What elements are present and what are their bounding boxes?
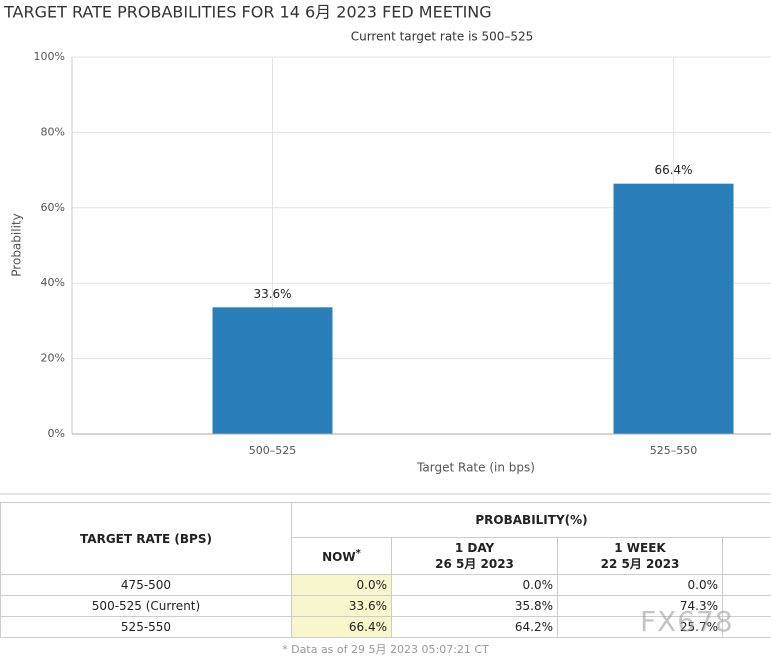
chart-title: TARGET RATE PROBABILITIES FOR 14 6月 2023… bbox=[3, 3, 492, 22]
table-cell: 25.7% bbox=[557, 616, 723, 638]
header-date: 26 5月 2023 bbox=[435, 556, 514, 571]
table-row: 475-500 0.0% 0.0% 0.0% bbox=[0, 574, 771, 596]
x-axis-label: Target Rate (in bps) bbox=[416, 461, 535, 475]
y-tick-label: 40% bbox=[41, 276, 65, 289]
probability-table: TARGET RATE (BPS) PROBABILITY(%) NOW* 1 … bbox=[0, 502, 771, 638]
chart-subtitle: Current target rate is 500–525 bbox=[351, 30, 534, 44]
header-text: 1 DAY bbox=[454, 540, 495, 555]
table-cell: 0.0% bbox=[557, 574, 723, 596]
watermark: FX678 bbox=[640, 605, 734, 638]
header-cell: 1 DAY 26 5月 2023 bbox=[391, 537, 558, 575]
data-label: 66.4% bbox=[654, 163, 692, 177]
data-label: 33.6% bbox=[253, 287, 291, 301]
y-tick-label: 20% bbox=[41, 352, 65, 365]
y-axis-label: Probability bbox=[10, 213, 24, 276]
table-cell: 0.0% bbox=[391, 574, 558, 596]
bar bbox=[613, 183, 734, 434]
y-tick-label: 80% bbox=[41, 125, 65, 138]
table-cell: 66.4% bbox=[291, 616, 392, 638]
footnote: * Data as of 29 5月 2023 05:07:21 CT bbox=[282, 643, 489, 656]
header-date: 22 5月 2023 bbox=[600, 556, 680, 571]
table-cell: 33.6% bbox=[291, 595, 392, 617]
header-cell: TARGET RATE (BPS) bbox=[0, 502, 292, 575]
header-cell: PROBABILITY(%) bbox=[290, 502, 771, 538]
table-cell: 475-500 bbox=[0, 574, 292, 596]
x-tick-label: 500–525 bbox=[249, 444, 297, 457]
footnote-mark: * bbox=[355, 548, 361, 559]
table-row: 525-550 66.4% 64.2% 25.7% bbox=[0, 616, 771, 638]
header-cell: 1 WEEK 22 5月 2023 bbox=[557, 537, 723, 575]
bar bbox=[212, 307, 333, 434]
chart: TARGET RATE PROBABILITIES FOR 14 6月 2023… bbox=[0, 3, 771, 495]
y-tick-label: 60% bbox=[41, 201, 65, 214]
table-cell: 35.8% bbox=[391, 595, 558, 617]
table-cell: 0.0% bbox=[291, 574, 392, 596]
y-tick-label: 0% bbox=[48, 427, 65, 440]
x-tick-label: 525–550 bbox=[650, 444, 698, 457]
table-cell: 64.2% bbox=[391, 616, 558, 638]
empty-cell bbox=[721, 537, 771, 575]
header-cell: NOW* bbox=[291, 537, 392, 575]
y-tick-label: 100% bbox=[34, 50, 65, 63]
empty-cell bbox=[721, 574, 771, 596]
table-cell: 500-525 (Current) bbox=[0, 595, 292, 617]
header-text: NOW bbox=[322, 550, 356, 564]
header-text: 1 WEEK bbox=[614, 540, 666, 555]
table-cell: 525-550 bbox=[0, 616, 292, 638]
